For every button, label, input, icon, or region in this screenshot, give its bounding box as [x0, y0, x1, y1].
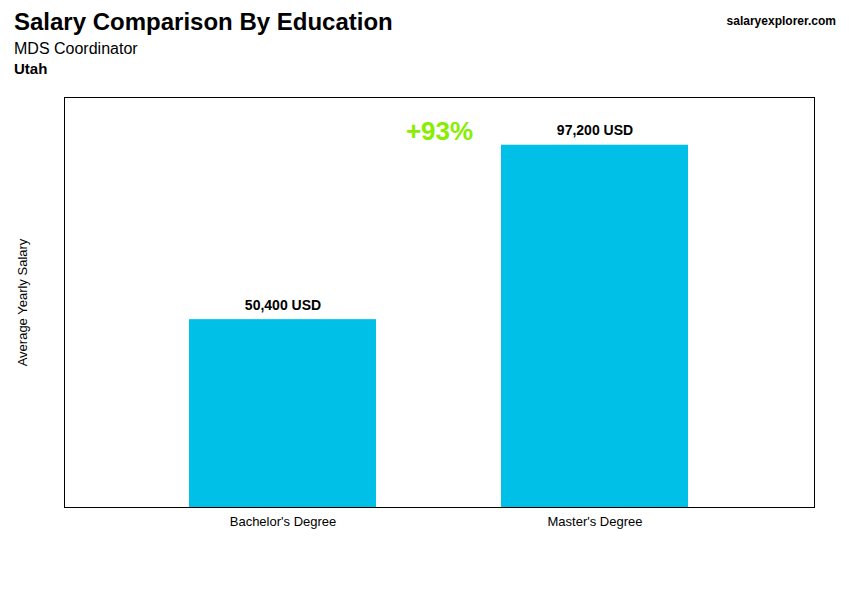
svg-text:Master's Degree: Master's Degree	[548, 514, 643, 529]
html-text:Salary Comparison By Education: Salary Comparison By Education	[14, 8, 393, 35]
html-text:salaryexplorer.com: salaryexplorer.com	[726, 14, 836, 28]
svg-text:Bachelor's Degree: Bachelor's Degree	[230, 514, 337, 529]
html-text:Utah: Utah	[14, 60, 48, 77]
html-text:MDS Coordinator: MDS Coordinator	[14, 40, 138, 57]
svg-text:50,400 USD: 50,400 USD	[245, 297, 321, 313]
svg-text:Average Yearly Salary: Average Yearly Salary	[15, 238, 30, 366]
svg-text:97,200 USD: 97,200 USD	[557, 122, 633, 138]
svg-text:+93%: +93%	[406, 116, 473, 146]
